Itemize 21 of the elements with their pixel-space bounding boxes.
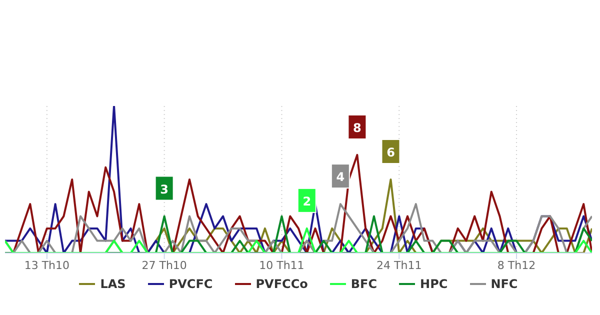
legend-label: BFC xyxy=(350,277,378,291)
flag-label: 3 xyxy=(154,176,174,201)
flag-label: 6 xyxy=(381,139,400,164)
flag-label: 4 xyxy=(330,164,350,189)
legend-label: HPC xyxy=(420,277,448,291)
x-tick-label: 27 Th10 xyxy=(142,258,187,272)
legend-label: PVFCCo xyxy=(256,277,308,291)
annotation: 8 xyxy=(353,120,362,135)
x-tick-label: 8 Th12 xyxy=(497,258,536,272)
annotation: 4 xyxy=(336,170,345,184)
annotation: 6 xyxy=(386,146,395,160)
legend-label: PVCFC xyxy=(168,277,213,291)
annotation: 3 xyxy=(160,182,169,196)
x-tick-label: 10 Th11 xyxy=(259,258,304,272)
legend-label: LAS xyxy=(100,277,126,291)
x-tick-label: 24 Th11 xyxy=(376,258,422,272)
legend-label: NFC xyxy=(490,277,518,291)
flag-label: 2 xyxy=(297,188,316,213)
x-tick-label: 13 Th10 xyxy=(24,258,70,272)
flag-label: 8 xyxy=(348,114,367,140)
annotation: 2 xyxy=(302,194,312,208)
